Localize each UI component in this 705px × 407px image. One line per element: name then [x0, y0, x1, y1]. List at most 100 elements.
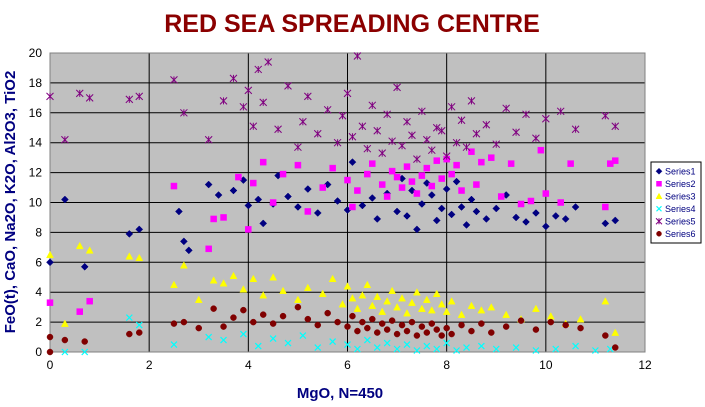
data-point	[294, 161, 302, 169]
data-point	[358, 291, 367, 299]
data-point	[135, 253, 144, 262]
data-point	[403, 341, 411, 348]
legend-label: Series6	[665, 229, 696, 239]
data-point	[378, 320, 386, 327]
data-point	[313, 209, 322, 217]
data-point	[299, 332, 307, 339]
data-point	[220, 323, 227, 330]
legend-label: Series2	[665, 179, 696, 189]
data-point	[343, 282, 352, 290]
data-point	[329, 164, 336, 172]
data-point	[611, 216, 620, 225]
data-point	[294, 203, 302, 211]
legend-marker	[656, 231, 662, 237]
data-point	[393, 345, 401, 353]
data-point	[388, 137, 396, 146]
data-point	[363, 144, 372, 153]
data-point	[239, 285, 248, 293]
data-point	[61, 135, 69, 144]
series-series1	[46, 158, 620, 271]
data-point	[378, 149, 387, 158]
data-point	[61, 336, 69, 344]
data-point	[324, 309, 331, 317]
data-point	[428, 182, 436, 190]
data-point	[319, 184, 326, 191]
y-tick-label: 16	[29, 106, 43, 120]
data-point	[467, 301, 476, 309]
data-point	[368, 101, 377, 110]
data-point	[541, 222, 550, 231]
data-point	[383, 110, 392, 119]
data-point	[204, 135, 213, 144]
data-point	[478, 320, 485, 327]
data-point	[314, 321, 321, 329]
data-point	[235, 173, 242, 181]
x-tick-label: 8	[443, 358, 450, 372]
data-point	[571, 203, 580, 211]
data-point	[473, 181, 480, 188]
data-point	[457, 203, 466, 211]
data-point	[507, 160, 515, 167]
data-point	[61, 348, 69, 356]
data-point	[438, 175, 445, 182]
data-point	[170, 280, 178, 288]
data-point	[477, 342, 485, 350]
data-point	[383, 326, 391, 333]
x-tick-label: 4	[245, 358, 252, 372]
data-point	[442, 152, 451, 161]
data-point	[135, 321, 143, 329]
data-point	[76, 308, 83, 315]
data-point	[343, 89, 352, 98]
data-point	[180, 237, 188, 246]
data-point	[561, 215, 570, 223]
data-point	[214, 191, 223, 199]
data-point	[532, 134, 540, 143]
data-point	[467, 195, 476, 204]
data-point	[423, 329, 431, 336]
data-point	[443, 324, 450, 332]
data-point	[338, 300, 347, 308]
data-point	[522, 218, 530, 226]
data-point	[60, 319, 69, 327]
data-point	[413, 347, 421, 354]
data-point	[512, 344, 520, 351]
data-point	[447, 297, 456, 305]
data-point	[502, 323, 510, 330]
data-point	[344, 323, 351, 330]
data-points	[46, 52, 620, 356]
data-point	[571, 125, 580, 134]
legend-marker	[655, 192, 663, 199]
legend-box	[650, 161, 702, 244]
data-point	[80, 262, 89, 271]
data-point	[432, 289, 441, 297]
data-point	[517, 317, 525, 324]
data-point	[413, 332, 421, 339]
data-point	[205, 245, 212, 253]
data-point	[388, 167, 396, 175]
data-point	[398, 294, 406, 302]
data-point	[478, 158, 485, 166]
data-point	[452, 138, 461, 147]
data-point	[457, 310, 466, 318]
data-point	[354, 187, 361, 194]
data-point	[259, 98, 268, 107]
data-point	[369, 315, 376, 323]
data-point	[532, 347, 540, 354]
data-point	[556, 107, 565, 116]
data-point	[462, 221, 471, 229]
data-point	[442, 185, 451, 193]
data-point	[418, 323, 426, 330]
data-point	[537, 146, 545, 154]
data-point	[437, 126, 446, 135]
data-point	[293, 295, 302, 303]
data-point	[463, 344, 470, 351]
data-point	[373, 215, 382, 223]
data-point	[368, 194, 377, 202]
x-tick-label: 10	[539, 358, 553, 372]
data-point	[303, 185, 312, 193]
data-point	[75, 241, 84, 250]
data-point	[269, 320, 277, 327]
data-point	[244, 201, 253, 210]
x-tick-label: 0	[47, 358, 54, 372]
